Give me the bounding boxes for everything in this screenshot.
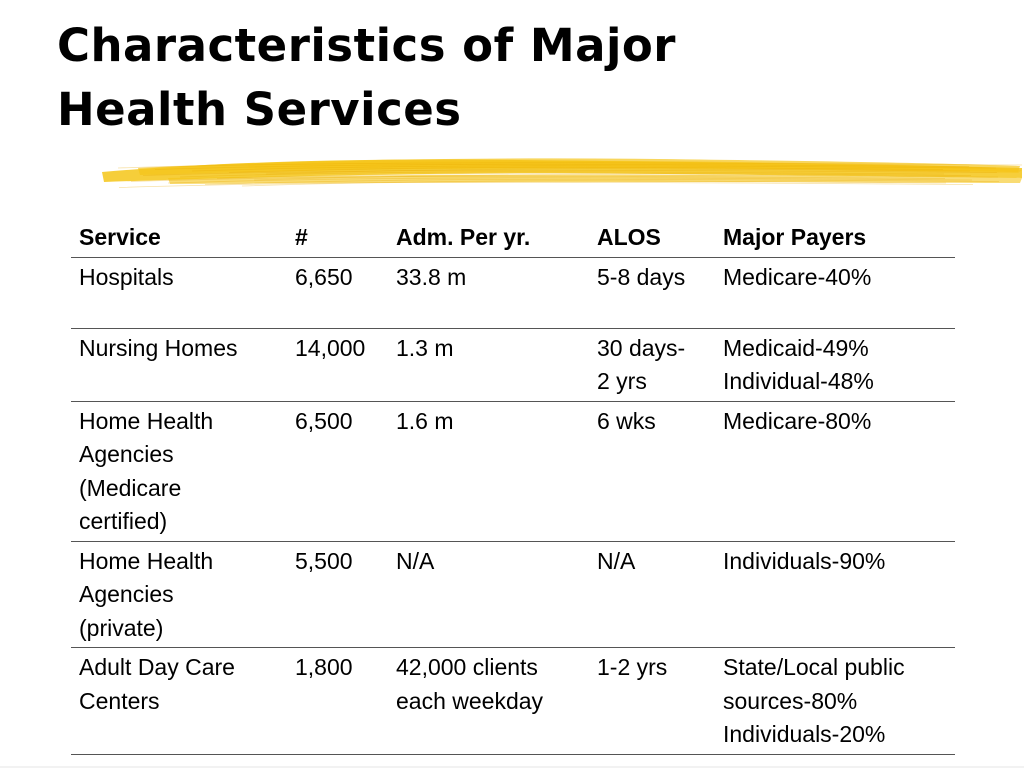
- brush-streak: [265, 168, 971, 175]
- cell-text-line: (Medicare: [79, 474, 182, 501]
- brush-streak: [142, 169, 998, 176]
- brush-streak: [204, 178, 1000, 185]
- cell-text-line: N/A: [396, 547, 435, 574]
- cell-number: 5,500: [287, 541, 388, 648]
- cell-text-line: Medicaid-49%: [723, 334, 869, 361]
- brush-stroke-underline: [102, 158, 1023, 188]
- brush-streak: [154, 163, 970, 170]
- cell-text-line: Medicare-80%: [723, 407, 872, 434]
- table-row: Hospitals 6,650 33.8 m 5-8 days Medicare-40%: [71, 257, 955, 329]
- cell-payers: State/Local public sources-80% Individuals…: [715, 647, 955, 755]
- cell-text-line: 42,000 clients: [396, 654, 538, 680]
- health-services-table: Service # Adm. Per yr. ALOS Major Payers…: [71, 219, 955, 755]
- cell-text-line: Home Health: [79, 407, 214, 434]
- title-line-1: Characteristics of Major: [57, 19, 676, 72]
- cell-payers: Medicare-40%: [715, 257, 955, 329]
- cell-text-line: 5,500: [295, 547, 353, 574]
- brush-streak: [228, 166, 944, 173]
- cell-text-line: 6,650: [295, 263, 353, 290]
- cell-text-line: Adult Day Care: [79, 654, 235, 680]
- header-service: Service: [71, 219, 287, 258]
- cell-alos: N/A: [589, 541, 715, 648]
- cell-alos: 30 days- 2 yrs: [589, 328, 715, 402]
- table-row: Home Health Agencies (private) 5,500 N/A N/A I…: [71, 541, 955, 648]
- cell-text-line: Agencies: [79, 581, 174, 607]
- cell-text-line: 1,800: [295, 654, 353, 680]
- brush-streak: [191, 165, 997, 172]
- cell-text-line: 6 wks: [597, 407, 656, 434]
- cell-payers: Individuals-90%: [715, 541, 955, 648]
- cell-text-line: Individuals-90%: [723, 547, 886, 574]
- brush-streak: [253, 174, 999, 181]
- brush-stroke-layer: [248, 160, 1022, 173]
- cell-alos: 6 wks: [589, 401, 715, 542]
- cell-text-line: 1.3 m: [396, 334, 454, 361]
- cell-text-line: 30 days-: [597, 334, 686, 361]
- cell-text-line: Nursing Homes: [79, 334, 238, 361]
- brush-streak: [118, 181, 974, 188]
- cell-text-line: Medicare-40%: [723, 263, 872, 290]
- brush-streak: [130, 175, 946, 182]
- table-row: Nursing Homes 14,000 1.3 m 30 days- 2 yrs Med…: [71, 328, 955, 402]
- cell-service: Home Health Agencies (Medicare certified): [71, 401, 287, 542]
- table-header-row: Service # Adm. Per yr. ALOS Major Payers: [71, 219, 955, 258]
- cell-text-line: 2 yrs: [597, 368, 647, 394]
- cell-admissions: N/A: [388, 541, 589, 648]
- cell-service: Adult Day Care Centers: [71, 647, 287, 755]
- table-row: Home Health Agencies (Medicare certified) 6,…: [71, 401, 955, 542]
- page-title: Characteristics of Major Health Services: [57, 14, 957, 142]
- brush-streak: [117, 162, 1023, 169]
- cell-text-line: N/A: [597, 547, 636, 574]
- table-row: Adult Day Care Centers 1,800 42,000 clients…: [71, 647, 955, 755]
- cell-admissions: 33.8 m: [388, 257, 589, 329]
- brush-streak: [179, 171, 945, 178]
- cell-text-line: 33.8 m: [396, 263, 467, 290]
- cell-number: 1,800: [287, 647, 388, 755]
- header-admissions: Adm. Per yr.: [388, 219, 589, 258]
- cell-number: 6,650: [287, 257, 388, 329]
- cell-text-line: 1.6 m: [396, 407, 454, 434]
- cell-text-line: 5-8 days: [597, 263, 686, 290]
- header-alos: ALOS: [589, 219, 715, 258]
- cell-text-line: 6,500: [295, 407, 353, 434]
- cell-alos: 1-2 yrs: [589, 647, 715, 755]
- cell-text-line: Home Health: [79, 547, 214, 574]
- cell-service: Home Health Agencies (private): [71, 541, 287, 648]
- cell-text-line: Agencies: [79, 441, 174, 467]
- footer-divider: [0, 766, 1024, 768]
- cell-text-line: certified): [79, 508, 168, 534]
- header-number: #: [287, 219, 388, 258]
- cell-text-line: State/Local public: [723, 654, 905, 680]
- cell-service: Nursing Homes: [71, 328, 287, 402]
- cell-text-line: (private): [79, 614, 164, 641]
- cell-text-line: Centers: [79, 687, 160, 714]
- cell-number: 14,000: [287, 328, 388, 402]
- brush-stroke-layer: [168, 174, 1022, 184]
- cell-text-line: Individuals-20%: [723, 721, 886, 747]
- cell-text-line: each weekday: [396, 687, 544, 714]
- cell-text-line: sources-80%: [723, 687, 858, 714]
- cell-text-line: 14,000: [295, 334, 366, 361]
- cell-text-line: Individual-48%: [723, 368, 874, 394]
- cell-payers: Medicare-80%: [715, 401, 955, 542]
- cell-admissions: 1.6 m: [388, 401, 589, 542]
- cell-alos: 5-8 days: [589, 257, 715, 329]
- title-line-2: Health Services: [57, 83, 462, 136]
- cell-number: 6,500: [287, 401, 388, 542]
- header-major-payers: Major Payers: [715, 219, 955, 258]
- brush-streak: [241, 180, 947, 187]
- cell-admissions: 42,000 clients each weekday: [388, 647, 589, 755]
- cell-service: Hospitals: [71, 257, 287, 329]
- brush-streak: [216, 172, 972, 179]
- cell-admissions: 1.3 m: [388, 328, 589, 402]
- brush-streak: [167, 177, 973, 184]
- cell-payers: Medicaid-49% Individual-48%: [715, 328, 955, 402]
- cell-text-line: Hospitals: [79, 263, 174, 290]
- cell-text-line: 1-2 yrs: [597, 654, 668, 680]
